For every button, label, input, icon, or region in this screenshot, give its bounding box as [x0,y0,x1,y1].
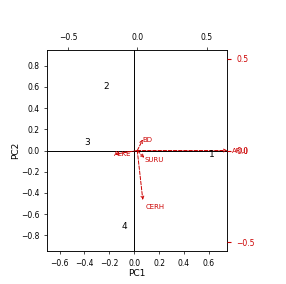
Text: ALKE: ALKE [114,151,131,157]
Y-axis label: PC2: PC2 [11,142,20,159]
Text: 1: 1 [209,150,214,159]
Text: ARUJ: ARUJ [232,147,248,154]
Text: SURU: SURU [144,157,164,163]
X-axis label: PC1: PC1 [129,269,146,278]
Text: CERH: CERH [146,204,165,210]
Text: 2: 2 [103,82,109,91]
Text: BD: BD [143,137,153,143]
Text: 3: 3 [84,137,90,147]
Text: 4: 4 [122,222,127,231]
